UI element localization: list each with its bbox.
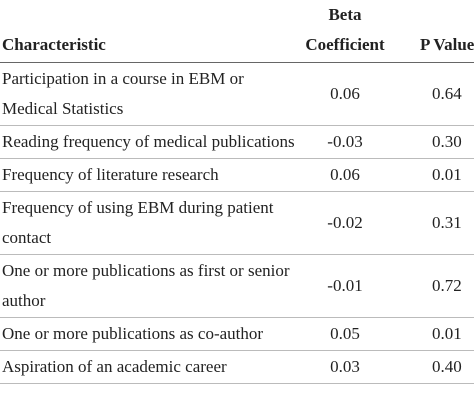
table-row: Participation in a course in EBM or Medi… (0, 62, 474, 126)
table-cell: Aspiration of an academic career (0, 350, 300, 384)
table-header: Characteristic Beta Coefficient P Value (0, 0, 474, 63)
table: Characteristic Beta Coefficient P Value … (0, 0, 474, 384)
table-cell: Frequency of literature research (0, 158, 300, 192)
table-cell: -0.01 (300, 254, 390, 318)
table-row: Aspiration of an academic career 0.03 0.40 (0, 350, 474, 384)
header-cell: Characteristic (0, 0, 300, 63)
table-cell: 0.64 (390, 62, 474, 126)
table-cell: 0.01 (390, 158, 474, 192)
table-cell: 0.06 (300, 62, 390, 126)
table-cell: 0.30 (390, 125, 474, 159)
table-cell: One or more publications as first or sen… (0, 254, 300, 318)
table-cell: 0.05 (300, 317, 390, 351)
table-cell: -0.02 (300, 191, 390, 255)
table-row: One or more publications as co-author 0.0… (0, 317, 474, 351)
header-cell: P Value (390, 0, 474, 63)
header-row: Characteristic Beta Coefficient P Value (0, 0, 474, 63)
table-cell: 0.03 (300, 350, 390, 384)
table-cell: 0.40 (390, 350, 474, 384)
table-cell: 0.06 (300, 158, 390, 192)
table-cell: -0.03 (300, 125, 390, 159)
table-body: Participation in a course in EBM or Medi… (0, 62, 474, 384)
table-cell: 0.01 (390, 317, 474, 351)
table-cell: One or more publications as co-author (0, 317, 300, 351)
table-cell: 0.72 (390, 254, 474, 318)
table-row: One or more publications as first or sen… (0, 254, 474, 318)
table-row: Frequency of literature research 0.06 0.01 (0, 158, 474, 192)
table-cell: Participation in a course in EBM or Medi… (0, 62, 300, 126)
table-row: Reading frequency of medical publication… (0, 125, 474, 159)
table-cell: Reading frequency of medical publication… (0, 125, 300, 159)
table-cell: Frequency of using EBM during patient co… (0, 191, 300, 255)
table-cell: 0.31 (390, 191, 474, 255)
table-row: Frequency of using EBM during patient co… (0, 191, 474, 255)
header-cell: Beta Coefficient (300, 0, 390, 63)
